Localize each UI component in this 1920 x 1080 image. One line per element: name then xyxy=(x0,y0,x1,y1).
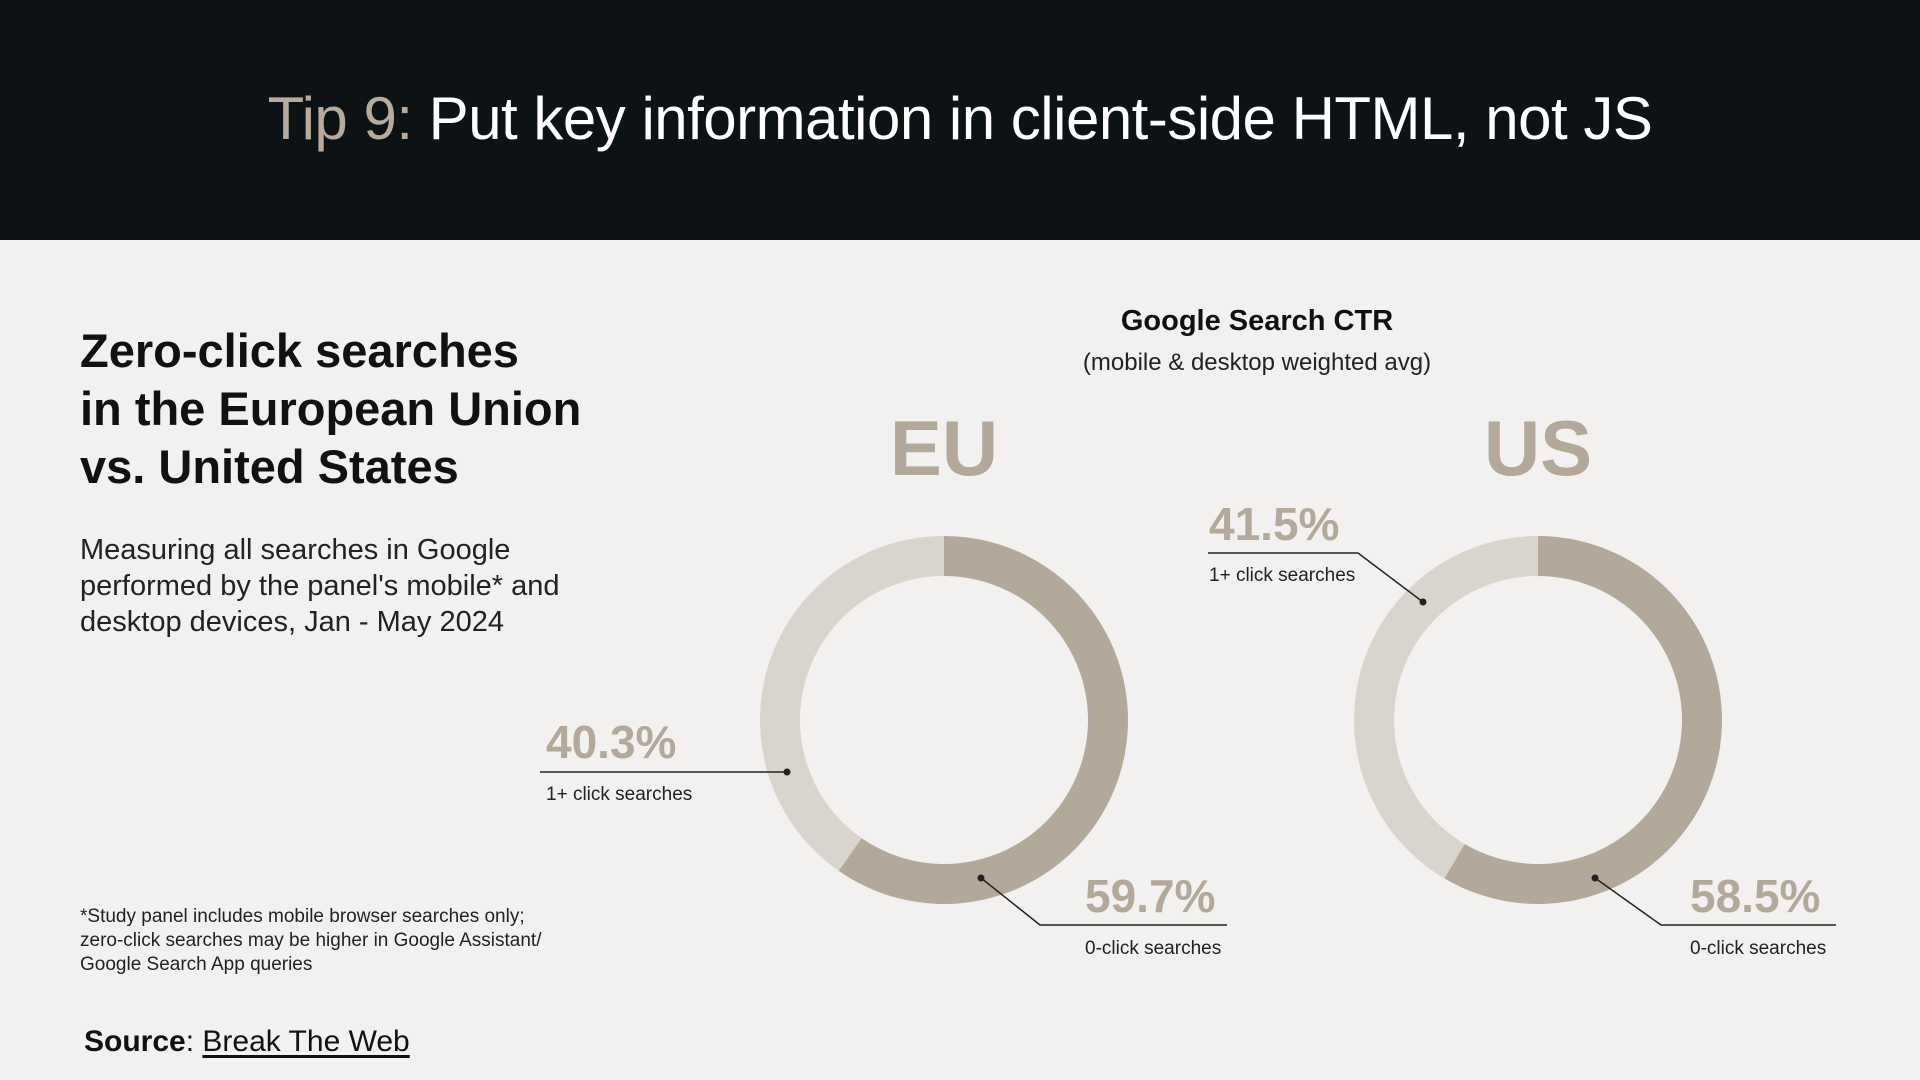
data-label-value: 41.5% xyxy=(1209,498,1339,550)
footnote: *Study panel includes mobile browser sea… xyxy=(80,906,542,975)
donut-slice-us-zero-click xyxy=(1444,536,1722,904)
data-label-value: 58.5% xyxy=(1690,870,1820,922)
leader-dot xyxy=(783,768,791,776)
donut-slice-eu-zero-click xyxy=(838,536,1129,905)
tip-label: Tip 9: xyxy=(267,84,413,152)
data-label-value: 59.7% xyxy=(1085,870,1215,922)
data-label-caption: 0-click searches xyxy=(1085,938,1221,959)
source-link[interactable]: Break The Web xyxy=(202,1025,410,1058)
page-title: Tip 9: Put key information in client-sid… xyxy=(268,84,1653,153)
section-description: Measuring all searches in Google perform… xyxy=(80,534,560,638)
leader-line xyxy=(1594,877,1836,926)
data-label-caption: 1+ click searches xyxy=(546,784,692,805)
chart-subtitle: (mobile & desktop weighted avg) xyxy=(1082,349,1432,376)
region-label-us: US xyxy=(1484,404,1592,492)
source-label: Source xyxy=(84,1025,186,1058)
source-separator: : xyxy=(185,1025,203,1058)
source-line: Source: Break The Web xyxy=(84,1025,410,1059)
region-label-eu: EU xyxy=(890,404,998,492)
leader-line xyxy=(980,877,1227,926)
leader-line xyxy=(1208,552,1424,603)
data-label-value: 40.3% xyxy=(546,716,676,768)
data-label-caption: 0-click searches xyxy=(1690,938,1826,959)
donut-slice-us-one-plus-click xyxy=(1354,536,1538,879)
leader-dot xyxy=(977,874,985,882)
data-label-caption: 1+ click searches xyxy=(1209,565,1355,586)
leader-dot xyxy=(1419,598,1427,606)
leader-dot xyxy=(1591,874,1599,882)
title-text: Put key information in client-side HTML,… xyxy=(428,84,1653,152)
section-heading: Zero-click searches in the European Unio… xyxy=(80,324,582,493)
donut-slice-eu-one-plus-click xyxy=(760,536,944,871)
header-bar: Tip 9: Put key information in client-sid… xyxy=(0,0,1920,240)
chart-title: Google Search CTR xyxy=(1120,305,1394,337)
